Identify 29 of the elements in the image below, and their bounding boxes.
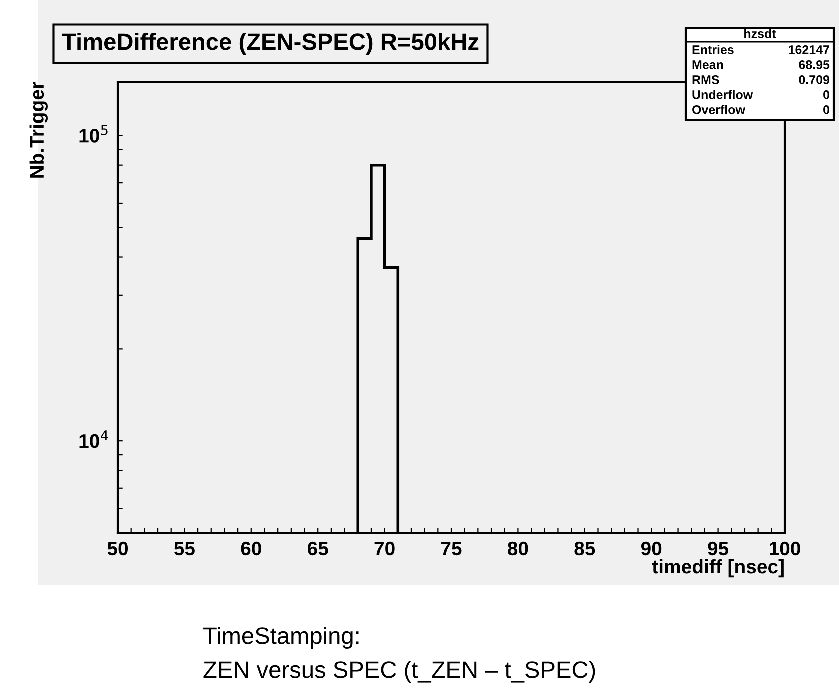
annotation: Overflow (692, 105, 746, 114)
x-tick-label: 60 (241, 542, 262, 556)
text: 0.709 (799, 76, 830, 84)
x-tick-label: 100 (770, 542, 800, 556)
text: hzsdt (744, 29, 776, 38)
x-tick-label: 70 (374, 542, 395, 556)
x-tick-label: 90 (641, 542, 662, 556)
text: ZEN versus SPEC (t_ZEN – t_SPEC) (204, 660, 596, 683)
x-tick-label: 85 (574, 542, 596, 556)
y-tick-label: 10$^{4}$ (80, 430, 108, 448)
text: 68.95 (799, 60, 830, 70)
x-tick-label: 75 (442, 542, 462, 556)
text: 162147 (789, 46, 830, 54)
annotation: RMS (692, 76, 720, 84)
x-tick-label: 80 (508, 542, 528, 556)
y-axis-title: Nb.Trigger (30, 82, 48, 178)
text: Mean (692, 60, 724, 70)
x-axis-title: timediff [nsec] (652, 559, 784, 578)
text: 0 (824, 106, 830, 114)
x-tick-label: 50 (108, 542, 128, 556)
text: 0 (824, 90, 830, 100)
x-tick-label: 95 (708, 542, 729, 556)
annotation: Underflow (692, 90, 754, 100)
x-tick-label: 65 (308, 542, 328, 556)
chart-title: TimeDifference (ZEN-SPEC) R=50kHz (62, 32, 479, 56)
y-tick-label: 10$^{5}$ (80, 125, 108, 143)
text: TimeStamping: (204, 626, 359, 650)
x-tick-label: 55 (174, 542, 195, 556)
text: Entries (692, 45, 734, 54)
